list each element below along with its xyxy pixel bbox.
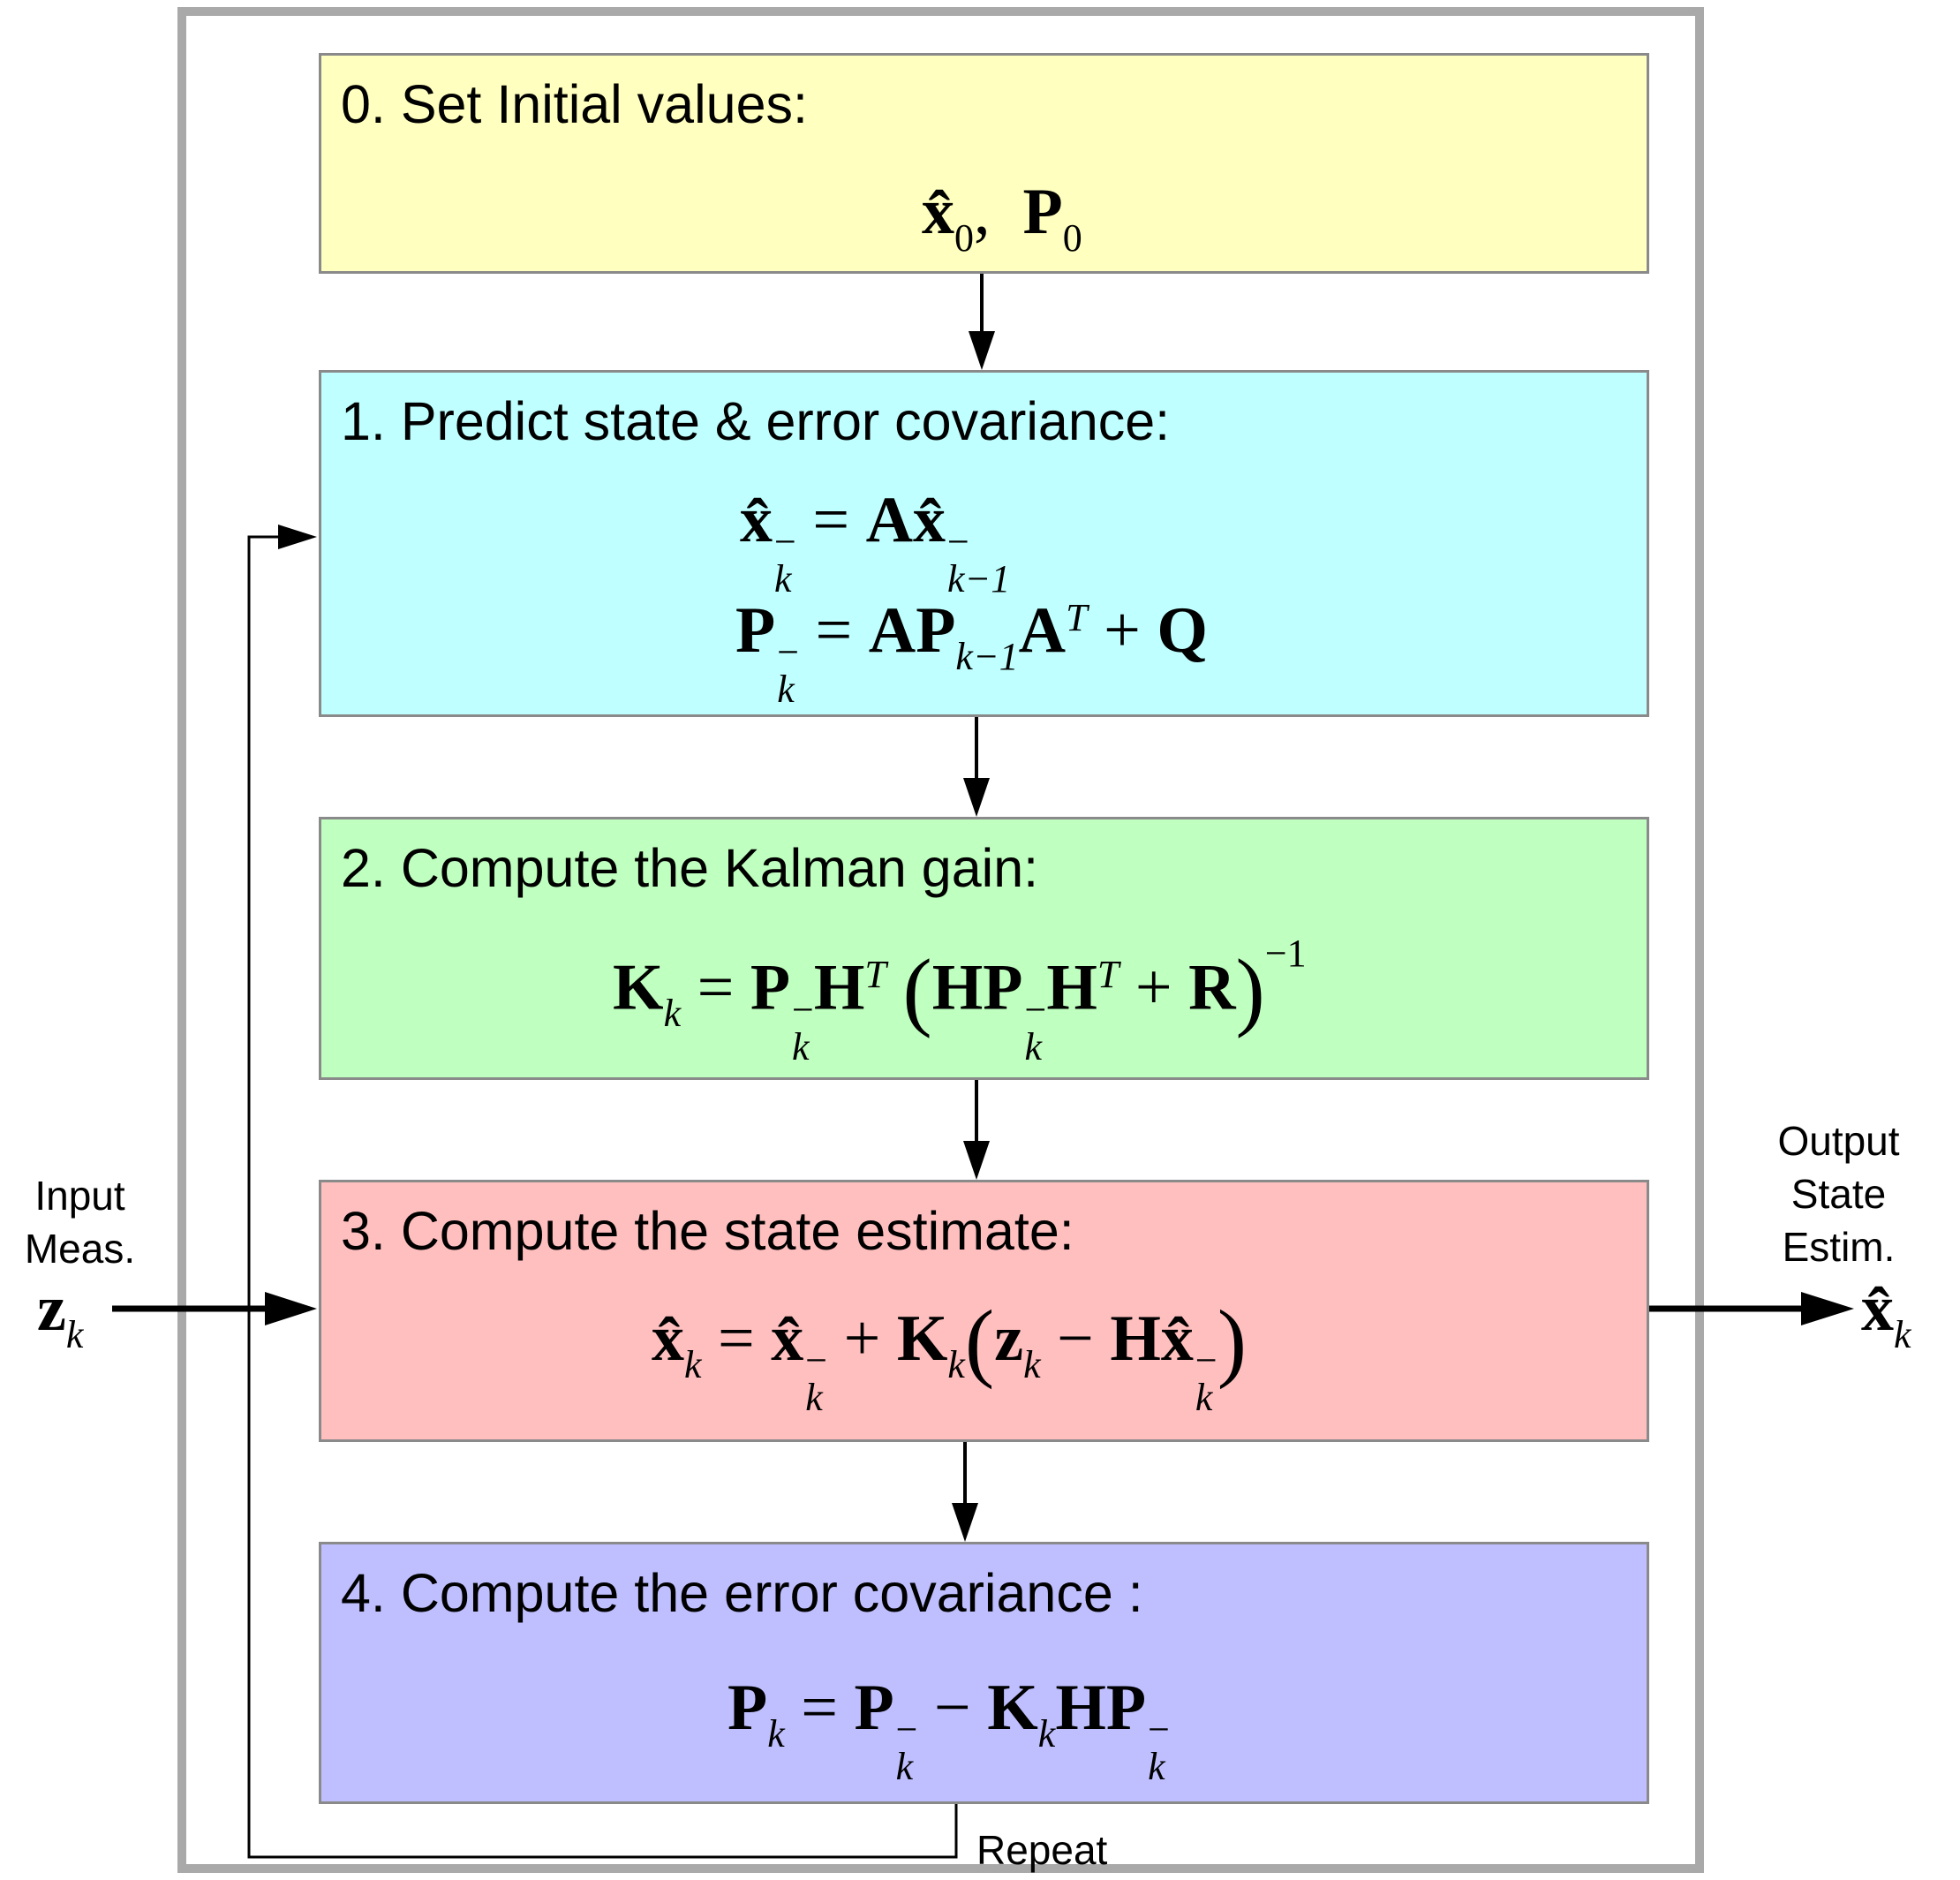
output-label: Output State Estim. — [1777, 1118, 1900, 1270]
box-state-estimate: 3. Compute the state estimate: x̂k = x̂ −… — [319, 1180, 1649, 1442]
arrow-box1-to-box2 — [963, 717, 990, 817]
eq-error-covariance: Pk = P − k − KkHP − k — [727, 1672, 1170, 1789]
arrow-box0-to-box1 — [969, 274, 995, 370]
input-arrow — [112, 1292, 317, 1325]
input-label: Input Meas. — [24, 1173, 136, 1272]
box-error-covariance: 4. Compute the error covariance : Pk = P… — [319, 1542, 1649, 1804]
box-initial-values: 0. Set Initial values: x̂0, P0 — [319, 53, 1649, 274]
box-predict: 1. Predict state & error covariance: x̂ −… — [319, 370, 1649, 717]
eq-initial: x̂0, P0 — [922, 176, 1082, 260]
box-kalman-gain: 2. Compute the Kalman gain: Kk = P − k HT (… — [319, 817, 1649, 1080]
eq-kalman-gain: Kk = P − k HT (HP − k HT + R)−1 — [613, 932, 1307, 1068]
eq-state-estimate: x̂k = x̂ − k + Kk(zk − Hx̂ − k) — [652, 1292, 1248, 1420]
box-title-initial: 0. Set Initial values: — [341, 74, 808, 134]
box-title-predict: 1. Predict state & error covariance: — [341, 391, 1171, 451]
box-title-kalman: 2. Compute the Kalman gain: — [341, 838, 1039, 898]
eq-predict-state: x̂ − k = Ax̂ − k−1 — [740, 484, 1011, 601]
output-arrow — [1649, 1292, 1854, 1325]
arrow-box2-to-box3 — [963, 1080, 990, 1180]
box-title-error-cov: 4. Compute the error covariance : — [341, 1563, 1143, 1623]
output-symbol: x̂k — [1861, 1272, 1911, 1356]
box-title-estimate: 3. Compute the state estimate: — [341, 1201, 1074, 1261]
outer-frame — [177, 7, 1704, 1873]
repeat-label: Repeat — [976, 1827, 1108, 1873]
repeat-loop-arrow — [247, 525, 958, 1859]
eq-predict-covariance: P − k = APk−1AT + Q — [735, 594, 1208, 712]
arrow-box3-to-box4 — [952, 1442, 978, 1542]
input-symbol: zk — [37, 1272, 84, 1356]
